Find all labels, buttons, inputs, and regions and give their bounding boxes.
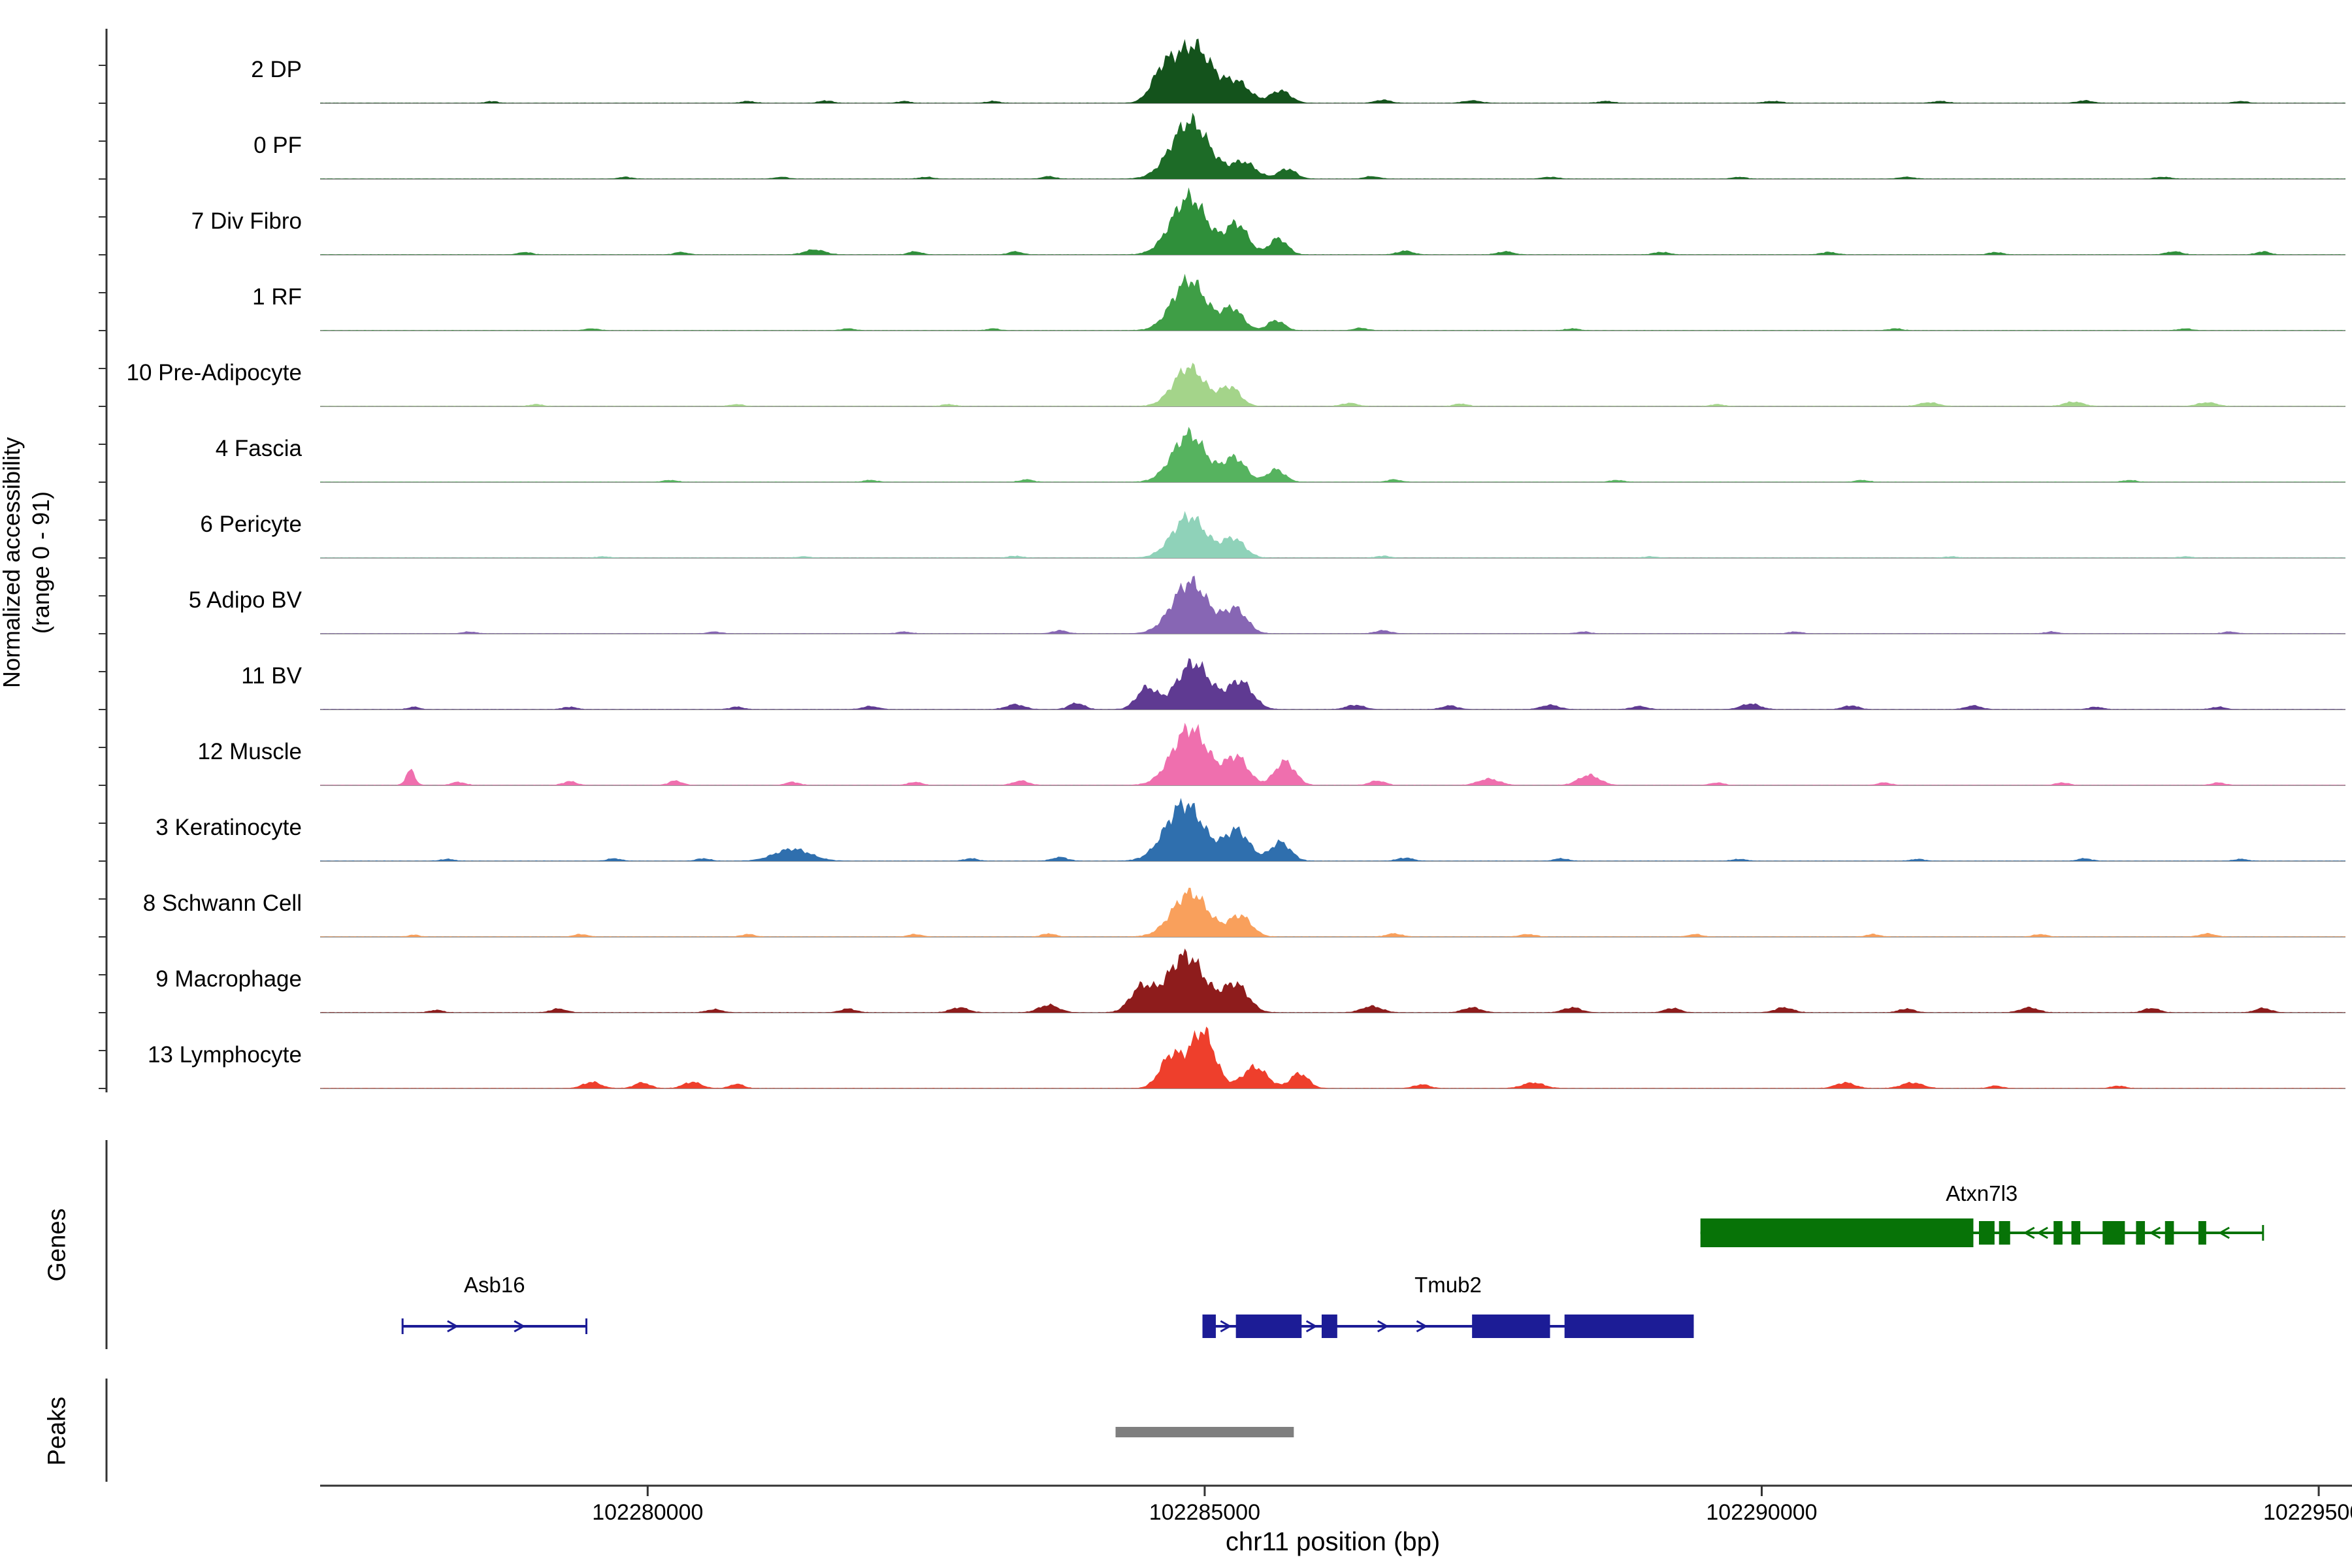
gene-strand-arrow-atxn7l3: [2023, 1226, 2035, 1239]
x-tick-label-102285000: 102285000: [1149, 1500, 1260, 1525]
gene-thick-block-atxn7l3: [1700, 1218, 1974, 1247]
track-label-10-pre-adipocyte: 10 Pre-Adipocyte: [126, 360, 302, 385]
track-label-13-lymphocyte: 13 Lymphocyte: [147, 1042, 302, 1068]
y-axis-label: Normalized accessibility (range 0 - 91): [0, 269, 56, 857]
gene-exon-atxn7l3: [2136, 1221, 2146, 1245]
gene-exon-tmub2: [1235, 1315, 1302, 1338]
gene-strand-arrow-atxn7l3: [2036, 1226, 2048, 1239]
track-label-7-div-fibro: 7 Div Fibro: [191, 208, 302, 234]
gene-exon-tmub2: [1321, 1315, 1337, 1338]
track-signal-1-rf: [320, 274, 2345, 331]
track-signal-0-pf: [320, 112, 2345, 179]
peaks-section-label: Peaks: [43, 1396, 71, 1466]
y-axis-label-line2: (range 0 - 91): [27, 491, 54, 634]
track-signal-3-keratinocyte: [320, 798, 2345, 861]
gene-exon-atxn7l3: [2053, 1221, 2063, 1245]
track-label-0-pf: 0 PF: [253, 133, 302, 158]
track-signal-7-div-fibro: [320, 187, 2345, 255]
gene-label-tmub2: Tmub2: [1414, 1273, 1482, 1297]
track-label-1-rf: 1 RF: [252, 284, 302, 310]
gene-exon-atxn7l3: [2071, 1221, 2081, 1245]
track-label-6-pericyte: 6 Pericyte: [200, 512, 302, 537]
track-signal-4-fascia: [320, 427, 2345, 482]
gene-exon-tmub2: [1202, 1315, 1216, 1338]
track-label-2-dp: 2 DP: [251, 57, 302, 82]
x-tick-label-102290000: 102290000: [1706, 1500, 1818, 1525]
track-signal-5-adipo-bv: [320, 576, 2345, 634]
gene-strand-arrow-asb16: [514, 1320, 526, 1333]
genes-section-label: Genes: [43, 1208, 71, 1282]
track-signal-6-pericyte: [320, 511, 2345, 558]
x-tick-label-102280000: 102280000: [592, 1500, 704, 1525]
gene-strand-arrow-atxn7l3: [2149, 1226, 2161, 1239]
track-signal-11-bv: [320, 658, 2345, 710]
y-axis-label-line1: Normalized accessibility: [0, 436, 25, 689]
track-signal-8-schwann-cell: [320, 887, 2345, 937]
track-label-5-adipo-bv: 5 Adipo BV: [188, 587, 302, 613]
gene-strand-arrow-tmub2: [1220, 1320, 1232, 1333]
gene-strand-arrow-asb16: [447, 1320, 459, 1333]
gene-strand-arrow-tmub2: [1416, 1320, 1428, 1333]
track-label-8-schwann-cell: 8 Schwann Cell: [142, 890, 302, 916]
gene-label-atxn7l3: Atxn7l3: [1946, 1181, 2018, 1205]
track-label-12-muscle: 12 Muscle: [197, 739, 302, 764]
track-label-11-bv: 11 BV: [241, 663, 302, 689]
gene-exon-atxn7l3: [2102, 1221, 2125, 1245]
track-signal-13-lymphocyte: [320, 1026, 2345, 1088]
peak-bar: [1115, 1427, 1294, 1437]
track-label-9-macrophage: 9 Macrophage: [155, 966, 302, 992]
gene-strand-arrow-atxn7l3: [2218, 1226, 2230, 1239]
gene-exon-atxn7l3: [1999, 1221, 2010, 1245]
gene-exon-atxn7l3: [1978, 1221, 1995, 1245]
gene-label-asb16: Asb16: [464, 1273, 525, 1297]
track-signal-10-pre-adipocyte: [320, 363, 2345, 406]
x-axis-title: chr11 position (bp): [1225, 1527, 1441, 1556]
gene-exon-tmub2: [1472, 1315, 1550, 1338]
track-signal-2-dp: [320, 39, 2345, 103]
track-label-3-keratinocyte: 3 Keratinocyte: [155, 815, 302, 840]
gene-strand-arrow-tmub2: [1377, 1320, 1389, 1333]
gene-exon-atxn7l3: [2198, 1221, 2206, 1245]
track-label-4-fascia: 4 Fascia: [215, 436, 302, 461]
track-signal-12-muscle: [320, 723, 2345, 785]
gene-exon-atxn7l3: [2164, 1221, 2174, 1245]
x-tick-label-102295000: 102295000: [2262, 1500, 2352, 1525]
track-signal-9-macrophage: [320, 948, 2345, 1013]
gene-exon-tmub2: [1564, 1315, 1694, 1338]
gene-strand-arrow-tmub2: [1305, 1320, 1318, 1333]
